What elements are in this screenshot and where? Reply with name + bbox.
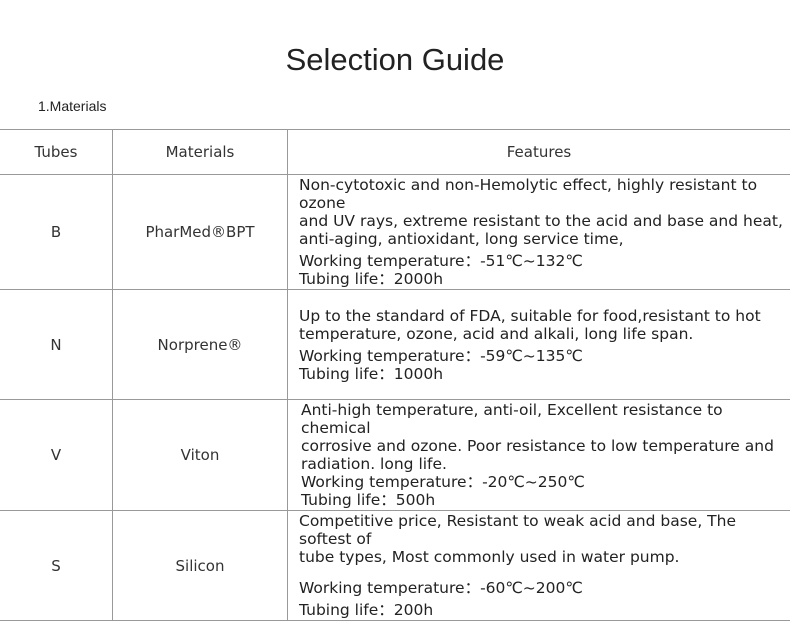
header-features: Features (287, 129, 790, 175)
feature-line: Up to the standard of FDA, suitable for … (299, 306, 761, 325)
feature-line: tube types, Most commonly used in water … (299, 548, 680, 566)
features-cell: Competitive price, Resistant to weak aci… (287, 510, 790, 621)
feature-line: anti-aging, antioxidant, long service ti… (299, 230, 624, 248)
working-temperature: Working temperature：-20℃~250℃ (301, 473, 585, 491)
materials-table: Tubes Materials Features B PharMed®BPT N… (0, 129, 790, 621)
table-row: V Viton Anti-high temperature, anti-oil,… (0, 399, 790, 511)
tubing-life: Tubing life：2000h (299, 270, 444, 288)
table-row: S Silicon Competitive price, Resistant t… (0, 510, 790, 621)
tubing-life: Tubing life：1000h (299, 364, 444, 383)
header-tubes: Tubes (0, 129, 113, 175)
feature-line: Non-cytotoxic and non-Hemolytic effect, … (299, 176, 758, 212)
tube-code: N (0, 289, 113, 400)
material-name: Silicon (112, 510, 288, 621)
material-name: PharMed®BPT (112, 174, 288, 290)
features-cell: Up to the standard of FDA, suitable for … (287, 289, 790, 400)
material-name: Norprene® (112, 289, 288, 400)
tubing-life: Tubing life：500h (301, 491, 436, 509)
tube-code: V (0, 399, 113, 511)
working-temperature: Working temperature：-59℃~135℃ (299, 346, 583, 365)
table-header: Tubes Materials Features (0, 129, 790, 175)
features-cell: Anti-high temperature, anti-oil, Excelle… (287, 399, 790, 511)
tube-code: S (0, 510, 113, 621)
working-temperature: Working temperature：-51℃~132℃ (299, 252, 583, 270)
tubing-life: Tubing life：200h (299, 601, 434, 619)
table-row: N Norprene® Up to the standard of FDA, s… (0, 289, 790, 400)
table-row: B PharMed®BPT Non-cytotoxic and non-Hemo… (0, 174, 790, 290)
feature-line: corrosive and ozone. Poor resistance to … (301, 437, 774, 455)
material-name: Viton (112, 399, 288, 511)
features-cell: Non-cytotoxic and non-Hemolytic effect, … (287, 174, 790, 290)
feature-line: Anti-high temperature, anti-oil, Excelle… (301, 401, 723, 437)
section-heading: 1.Materials (38, 98, 107, 114)
page-title: Selection Guide (285, 42, 505, 77)
feature-line: and UV rays, extreme resistant to the ac… (299, 212, 783, 230)
working-temperature: Working temperature：-60℃~200℃ (299, 579, 583, 597)
tube-code: B (0, 174, 113, 290)
header-materials: Materials (112, 129, 288, 175)
feature-line: temperature, ozone, acid and alkali, lon… (299, 324, 694, 343)
feature-line: Competitive price, Resistant to weak aci… (299, 512, 736, 548)
feature-line: radiation. long life. (301, 455, 447, 473)
